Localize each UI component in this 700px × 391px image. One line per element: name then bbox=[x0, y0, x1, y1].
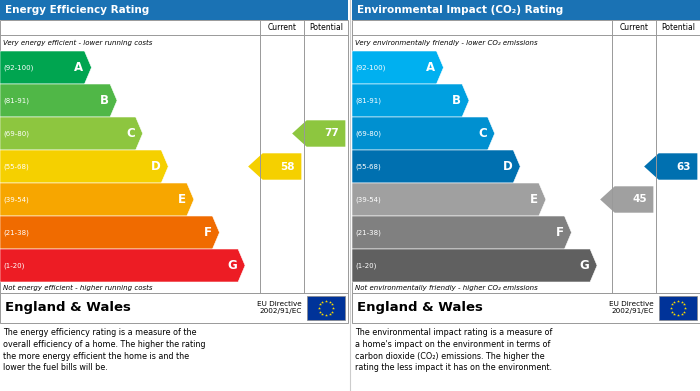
Bar bbox=[0, 293, 348, 323]
Text: B: B bbox=[100, 94, 109, 107]
Text: (39-54): (39-54) bbox=[355, 196, 381, 203]
Text: (55-68): (55-68) bbox=[355, 163, 381, 170]
Bar bbox=[352, 20, 700, 293]
Text: Very energy efficient - lower running costs: Very energy efficient - lower running co… bbox=[3, 40, 153, 46]
Polygon shape bbox=[0, 84, 117, 117]
Text: C: C bbox=[478, 127, 486, 140]
Text: Very environmentally friendly - lower CO₂ emissions: Very environmentally friendly - lower CO… bbox=[355, 40, 538, 46]
Text: F: F bbox=[556, 226, 564, 239]
Text: 45: 45 bbox=[633, 194, 647, 204]
Bar bbox=[352, 0, 700, 20]
Text: B: B bbox=[452, 94, 461, 107]
Text: (92-100): (92-100) bbox=[3, 64, 34, 71]
Text: Not energy efficient - higher running costs: Not energy efficient - higher running co… bbox=[3, 285, 153, 291]
Text: Current: Current bbox=[267, 23, 297, 32]
Text: England & Wales: England & Wales bbox=[357, 301, 483, 314]
Text: (21-38): (21-38) bbox=[355, 229, 381, 236]
Text: Potential: Potential bbox=[309, 23, 343, 32]
Text: The energy efficiency rating is a measure of the
overall efficiency of a home. T: The energy efficiency rating is a measur… bbox=[3, 328, 206, 372]
Text: 63: 63 bbox=[677, 161, 691, 172]
Text: Energy Efficiency Rating: Energy Efficiency Rating bbox=[5, 5, 149, 15]
Text: (92-100): (92-100) bbox=[355, 64, 386, 71]
Bar bbox=[352, 293, 700, 323]
Polygon shape bbox=[352, 249, 597, 282]
Polygon shape bbox=[0, 51, 92, 84]
Polygon shape bbox=[600, 186, 653, 213]
Polygon shape bbox=[352, 84, 469, 117]
Text: G: G bbox=[228, 259, 237, 272]
Polygon shape bbox=[248, 153, 302, 180]
Polygon shape bbox=[352, 183, 546, 216]
Text: A: A bbox=[426, 61, 435, 74]
Polygon shape bbox=[0, 216, 220, 249]
Polygon shape bbox=[0, 117, 143, 150]
Polygon shape bbox=[352, 51, 444, 84]
Text: Current: Current bbox=[620, 23, 648, 32]
Text: (55-68): (55-68) bbox=[3, 163, 29, 170]
Text: (1-20): (1-20) bbox=[3, 262, 25, 269]
Text: D: D bbox=[150, 160, 160, 173]
Text: England & Wales: England & Wales bbox=[5, 301, 131, 314]
Polygon shape bbox=[0, 183, 194, 216]
Text: G: G bbox=[580, 259, 589, 272]
Polygon shape bbox=[0, 249, 245, 282]
Text: (21-38): (21-38) bbox=[3, 229, 29, 236]
Text: E: E bbox=[530, 193, 538, 206]
Text: EU Directive
2002/91/EC: EU Directive 2002/91/EC bbox=[609, 301, 654, 314]
Text: Potential: Potential bbox=[661, 23, 695, 32]
Bar bbox=[0, 0, 348, 20]
Text: (69-80): (69-80) bbox=[3, 130, 29, 137]
Text: (69-80): (69-80) bbox=[355, 130, 381, 137]
Bar bbox=[0, 20, 348, 293]
Text: 77: 77 bbox=[324, 129, 340, 138]
Bar bbox=[307, 296, 345, 320]
Text: F: F bbox=[204, 226, 211, 239]
Text: D: D bbox=[503, 160, 512, 173]
Text: 58: 58 bbox=[281, 161, 295, 172]
Text: E: E bbox=[178, 193, 186, 206]
Text: The environmental impact rating is a measure of
a home's impact on the environme: The environmental impact rating is a mea… bbox=[355, 328, 552, 372]
Text: (1-20): (1-20) bbox=[355, 262, 377, 269]
Text: C: C bbox=[126, 127, 134, 140]
Text: (81-91): (81-91) bbox=[3, 97, 29, 104]
Polygon shape bbox=[0, 150, 168, 183]
Text: Not environmentally friendly - higher CO₂ emissions: Not environmentally friendly - higher CO… bbox=[355, 285, 538, 291]
Polygon shape bbox=[352, 117, 495, 150]
Polygon shape bbox=[352, 216, 571, 249]
Text: (39-54): (39-54) bbox=[3, 196, 29, 203]
Text: EU Directive
2002/91/EC: EU Directive 2002/91/EC bbox=[258, 301, 302, 314]
Bar bbox=[659, 296, 697, 320]
Text: Environmental Impact (CO₂) Rating: Environmental Impact (CO₂) Rating bbox=[357, 5, 564, 15]
Polygon shape bbox=[292, 120, 345, 147]
Polygon shape bbox=[644, 153, 697, 180]
Text: (81-91): (81-91) bbox=[355, 97, 381, 104]
Text: A: A bbox=[74, 61, 83, 74]
Polygon shape bbox=[352, 150, 520, 183]
